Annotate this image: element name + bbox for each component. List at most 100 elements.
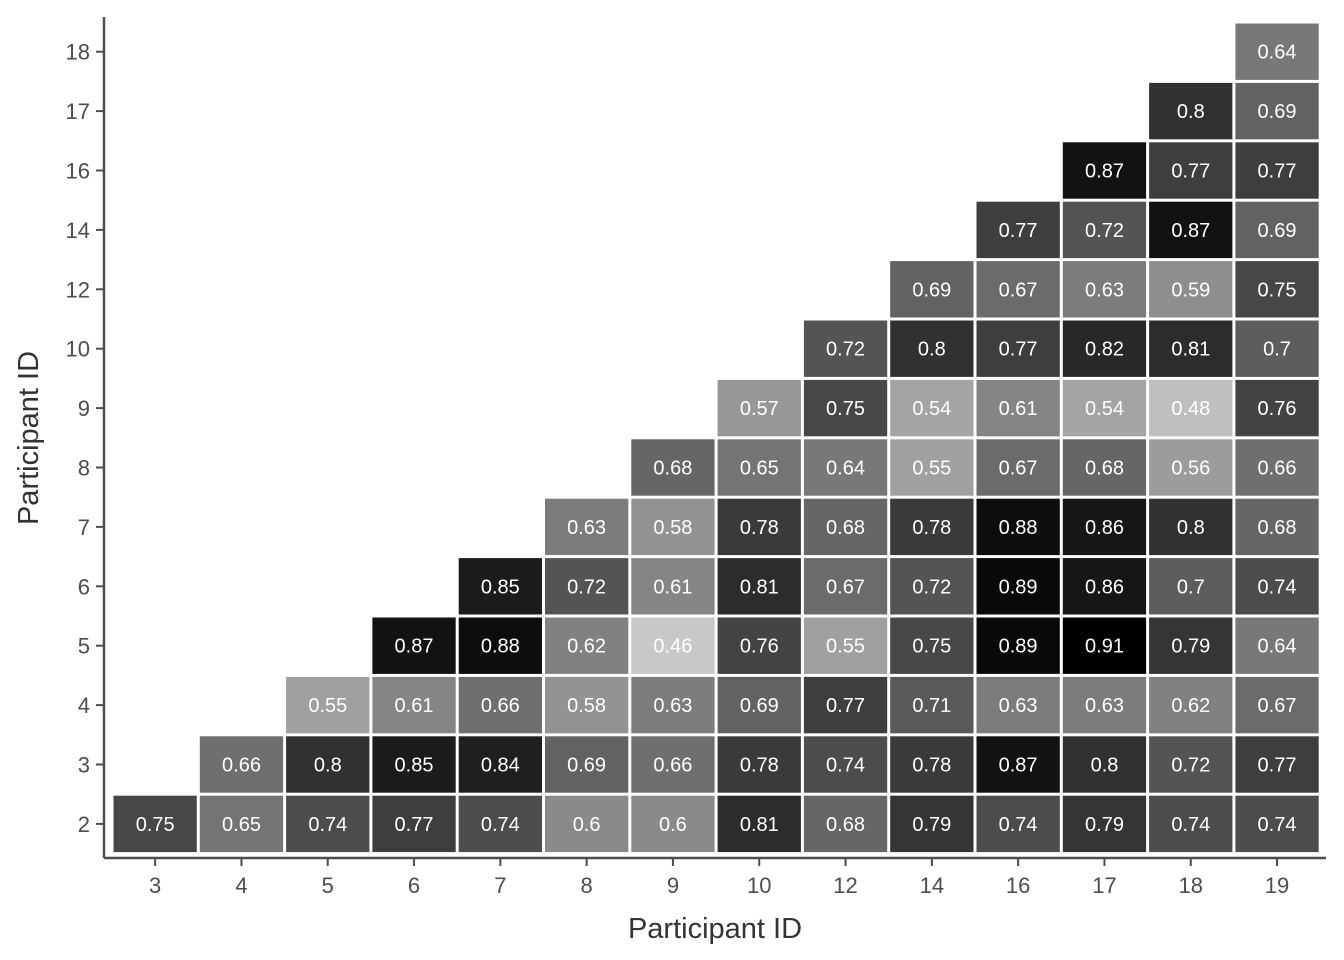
cell-label-18-4: 0.62 [1171, 695, 1210, 717]
x-tick-label-6: 6 [408, 873, 420, 898]
y-tick-label-5: 5 [78, 634, 90, 659]
heatmap-cell-9-8 [631, 439, 715, 496]
cell-label-8-3: 0.69 [567, 755, 606, 777]
heatmap-cell-18-7 [1149, 498, 1233, 556]
cell-label-9-5: 0.46 [653, 636, 692, 658]
x-tick-label-5: 5 [322, 873, 334, 898]
heatmap-cell-3-2 [113, 795, 197, 853]
heatmap-cell-8-3 [545, 736, 629, 793]
x-tick-label-19: 19 [1265, 873, 1289, 898]
cell-label-5-3: 0.8 [314, 755, 342, 777]
cell-label-17-7: 0.86 [1085, 517, 1124, 539]
cell-label-8-2: 0.6 [573, 814, 601, 836]
cell-label-9-8: 0.68 [653, 458, 692, 480]
cell-label-16-5: 0.89 [999, 636, 1038, 658]
cell-label-17-14: 0.72 [1085, 220, 1124, 242]
heatmap-cell-10-2 [717, 795, 801, 853]
cell-label-18-6: 0.7 [1177, 576, 1205, 598]
cell-label-10-4: 0.69 [740, 695, 779, 717]
heatmap-cell-19-4 [1235, 676, 1319, 734]
y-tick-label-2: 2 [78, 812, 90, 837]
cell-label-17-4: 0.63 [1085, 695, 1124, 717]
heatmap-cell-14-6 [890, 558, 974, 615]
cell-label-18-12: 0.59 [1171, 279, 1210, 301]
heatmap-cell-9-6 [631, 558, 715, 615]
heatmap-cell-5-4 [286, 676, 370, 734]
heatmap-cell-17-8 [1062, 439, 1147, 496]
cell-label-10-7: 0.78 [740, 517, 779, 539]
cell-label-14-9: 0.54 [912, 398, 951, 420]
heatmap-cell-10-3 [717, 736, 801, 793]
heatmap-cell-16-10 [976, 320, 1060, 377]
cell-label-18-9: 0.48 [1171, 398, 1210, 420]
heatmap-cell-10-4 [717, 676, 801, 734]
x-tick-label-17: 17 [1092, 873, 1116, 898]
heatmap-cell-14-2 [890, 795, 974, 853]
x-tick-label-12: 12 [833, 873, 857, 898]
heatmap-cell-4-2 [199, 795, 284, 853]
cell-label-17-12: 0.63 [1085, 279, 1124, 301]
cell-label-7-5: 0.88 [481, 636, 520, 658]
cell-label-14-8: 0.55 [912, 458, 951, 480]
cell-label-18-8: 0.56 [1171, 458, 1210, 480]
heatmap-cell-14-8 [890, 439, 974, 496]
cell-label-12-4: 0.77 [826, 695, 865, 717]
cell-label-3-2: 0.75 [136, 814, 175, 836]
y-tick-label-7: 7 [78, 515, 90, 540]
heatmap-cell-14-5 [890, 617, 974, 674]
heatmap-cell-5-3 [286, 736, 370, 793]
heatmap-cell-16-8 [976, 439, 1060, 496]
heatmap-cell-12-4 [803, 676, 888, 734]
cell-label-6-5: 0.87 [395, 636, 434, 658]
heatmap-cell-8-7 [545, 498, 629, 556]
heatmap-cell-19-12 [1235, 261, 1319, 318]
cell-label-10-5: 0.76 [740, 636, 779, 658]
heatmap-cell-12-6 [803, 558, 888, 615]
cell-label-12-2: 0.68 [826, 814, 865, 836]
heatmap-cell-12-3 [803, 736, 888, 793]
heatmap-cell-6-5 [372, 617, 456, 674]
heatmap-cell-6-3 [372, 736, 456, 793]
heatmap-cell-10-8 [717, 439, 801, 496]
cell-label-18-7: 0.8 [1177, 517, 1205, 539]
cell-label-19-18: 0.64 [1258, 42, 1297, 64]
cell-label-18-3: 0.72 [1171, 755, 1210, 777]
heatmap-cell-12-8 [803, 439, 888, 496]
cell-label-9-6: 0.61 [653, 576, 692, 598]
heatmap-cell-17-12 [1062, 261, 1147, 318]
heatmap-cell-10-6 [717, 558, 801, 615]
cell-label-16-12: 0.67 [999, 279, 1038, 301]
x-axis-title: Participant ID [628, 913, 802, 945]
heatmap-cell-17-14 [1062, 201, 1147, 259]
cell-label-8-6: 0.72 [567, 576, 606, 598]
heatmap-cell-16-2 [976, 795, 1060, 853]
cell-label-17-6: 0.86 [1085, 576, 1124, 598]
heatmap-cell-9-7 [631, 498, 715, 556]
heatmap-cell-14-10 [890, 320, 974, 377]
y-axis-ticks: 2 3 4 5 6 7 8 9 10 12 14 16 17 18 [66, 40, 104, 837]
heatmap-cell-16-5 [976, 617, 1060, 674]
heatmap-cell-5-2 [286, 795, 370, 853]
cell-label-16-9: 0.61 [999, 398, 1038, 420]
heatmap-cell-8-6 [545, 558, 629, 615]
heatmap-cell-14-9 [890, 379, 974, 437]
y-tick-label-4: 4 [78, 693, 90, 718]
heatmap-cell-19-7 [1235, 498, 1319, 556]
x-tick-label-8: 8 [581, 873, 593, 898]
heatmap-cell-7-6 [458, 558, 542, 615]
heatmap-cell-18-5 [1149, 617, 1233, 674]
cell-label-19-16: 0.77 [1258, 161, 1297, 183]
heatmap-cell-19-17 [1235, 82, 1319, 140]
cell-label-14-7: 0.78 [912, 517, 951, 539]
heatmap-cell-18-17 [1149, 82, 1233, 140]
heatmap-cell-16-9 [976, 379, 1060, 437]
y-tick-label-8: 8 [78, 456, 90, 481]
cell-label-7-3: 0.84 [481, 755, 520, 777]
cell-label-5-4: 0.55 [308, 695, 347, 717]
cell-label-18-5: 0.79 [1171, 636, 1210, 658]
heatmap-cell-19-9 [1235, 379, 1319, 437]
heatmap-cell-17-10 [1062, 320, 1147, 377]
cell-label-16-10: 0.77 [999, 339, 1038, 361]
cell-label-8-5: 0.62 [567, 636, 606, 658]
